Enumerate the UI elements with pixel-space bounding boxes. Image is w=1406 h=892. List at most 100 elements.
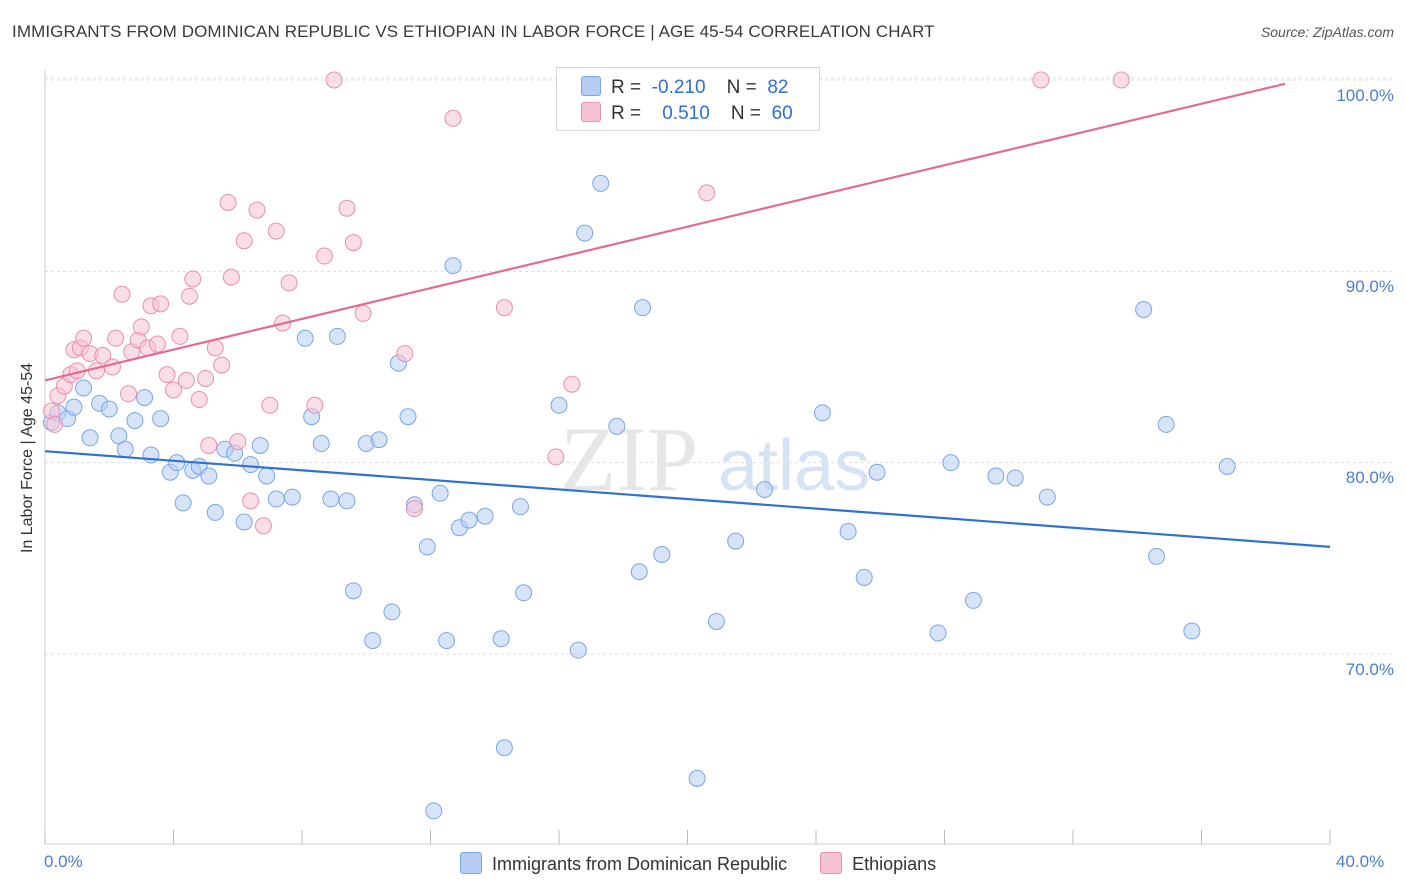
point-ethiopian bbox=[165, 381, 182, 399]
point-dominican bbox=[370, 431, 388, 449]
point-ethiopian bbox=[184, 270, 202, 288]
legend-n-value: 60 bbox=[771, 103, 793, 124]
point-dominican bbox=[511, 498, 529, 516]
series-legend: Immigrants from Dominican Republic Ethio… bbox=[460, 852, 964, 875]
point-dominican bbox=[576, 224, 594, 242]
point-dominican bbox=[1218, 457, 1236, 475]
point-ethiopian bbox=[229, 433, 247, 451]
point-ethiopian bbox=[1112, 71, 1130, 89]
point-dominican bbox=[344, 582, 362, 600]
point-dominican bbox=[460, 511, 478, 529]
point-ethiopian bbox=[354, 304, 372, 322]
point-ethiopian bbox=[158, 366, 176, 384]
point-dominican bbox=[142, 446, 160, 464]
point-dominican bbox=[65, 398, 83, 416]
point-ethiopian bbox=[87, 362, 105, 380]
point-ethiopian bbox=[280, 274, 298, 292]
point-ethiopian bbox=[405, 500, 423, 518]
watermark-zip: ZIP bbox=[560, 408, 698, 510]
point-dominican bbox=[328, 327, 346, 345]
y-tick-90: 90.0% bbox=[1345, 277, 1394, 296]
point-ethiopian bbox=[206, 339, 224, 357]
point-ethiopian bbox=[698, 184, 716, 202]
point-ethiopian bbox=[563, 375, 581, 393]
point-ethiopian bbox=[181, 287, 199, 305]
point-dominican bbox=[707, 612, 725, 630]
point-dominican bbox=[364, 632, 382, 650]
point-dominican bbox=[492, 630, 510, 648]
point-dominican bbox=[174, 494, 192, 512]
point-dominican bbox=[100, 400, 118, 418]
point-dominican bbox=[727, 532, 745, 550]
point-ethiopian bbox=[222, 268, 240, 286]
point-dominican bbox=[929, 624, 947, 642]
point-dominican bbox=[495, 739, 513, 757]
point-ethiopian bbox=[171, 327, 189, 345]
point-ethiopian bbox=[94, 347, 112, 365]
point-dominican bbox=[1006, 469, 1024, 487]
point-ethiopian bbox=[190, 391, 208, 409]
y-tick-100: 100.0% bbox=[1336, 86, 1394, 105]
point-ethiopian bbox=[213, 356, 231, 374]
point-dominican bbox=[476, 507, 494, 525]
point-dominican bbox=[235, 513, 253, 531]
point-dominican bbox=[634, 299, 652, 317]
point-dominican bbox=[283, 488, 301, 506]
legend-swatch-pink bbox=[581, 102, 601, 122]
axes bbox=[44, 70, 1331, 845]
point-ethiopian bbox=[46, 415, 64, 433]
legend-swatch-blue bbox=[460, 852, 482, 874]
point-dominican bbox=[431, 484, 449, 502]
point-ethiopian bbox=[132, 318, 150, 336]
point-dominican bbox=[438, 632, 456, 650]
point-ethiopian bbox=[254, 517, 272, 535]
source-credit: Source: ZipAtlas.com bbox=[1260, 24, 1394, 40]
legend-item-ethiopians[interactable]: Ethiopians bbox=[820, 852, 936, 875]
point-dominican bbox=[425, 802, 443, 820]
point-ethiopian bbox=[120, 385, 138, 403]
point-ethiopian bbox=[547, 448, 565, 466]
point-dominican bbox=[515, 584, 533, 602]
point-dominican bbox=[1183, 622, 1201, 640]
legend-r-value: 0.510 bbox=[662, 103, 710, 124]
point-dominican bbox=[964, 591, 982, 609]
legend-row-dominican: R = -0.210 N = 82 bbox=[581, 76, 788, 100]
gridlines bbox=[45, 77, 1392, 655]
point-ethiopian bbox=[1032, 71, 1050, 89]
legend-item-dominican[interactable]: Immigrants from Dominican Republic bbox=[460, 852, 787, 875]
point-ethiopian bbox=[306, 396, 324, 414]
point-ethiopian bbox=[219, 193, 237, 211]
point-dominican bbox=[251, 436, 269, 454]
point-ethiopian bbox=[444, 109, 462, 127]
point-dominican bbox=[168, 454, 186, 472]
point-dominican bbox=[942, 454, 960, 472]
y-tick-70: 70.0% bbox=[1345, 660, 1394, 679]
point-dominican bbox=[630, 563, 648, 581]
point-ethiopian bbox=[113, 285, 131, 303]
point-dominican bbox=[592, 174, 610, 192]
point-dominican bbox=[1157, 415, 1175, 433]
point-dominican bbox=[338, 492, 356, 510]
point-dominican bbox=[868, 463, 886, 481]
watermark-atlas: atlas bbox=[718, 426, 870, 506]
point-dominican bbox=[267, 490, 285, 508]
trend-lines bbox=[44, 82, 1331, 548]
legend-row-ethiopian: R = 0.510 N = 60 bbox=[581, 102, 793, 126]
point-dominican bbox=[296, 329, 314, 347]
point-dominican bbox=[987, 467, 1005, 485]
point-dominican bbox=[608, 417, 626, 435]
point-ethiopian bbox=[396, 345, 414, 363]
point-ethiopian bbox=[148, 335, 166, 353]
x-tick-max: 40.0% bbox=[1336, 852, 1385, 871]
point-dominican bbox=[756, 480, 774, 498]
point-ethiopian bbox=[197, 369, 215, 387]
point-dominican bbox=[855, 568, 873, 586]
point-dominican bbox=[75, 379, 93, 397]
point-ethiopian bbox=[495, 299, 513, 317]
point-ethiopian bbox=[325, 71, 343, 89]
point-dominican bbox=[136, 389, 154, 407]
point-dominican bbox=[126, 412, 144, 430]
point-ethiopian bbox=[242, 492, 260, 510]
point-ethiopian bbox=[344, 234, 362, 252]
